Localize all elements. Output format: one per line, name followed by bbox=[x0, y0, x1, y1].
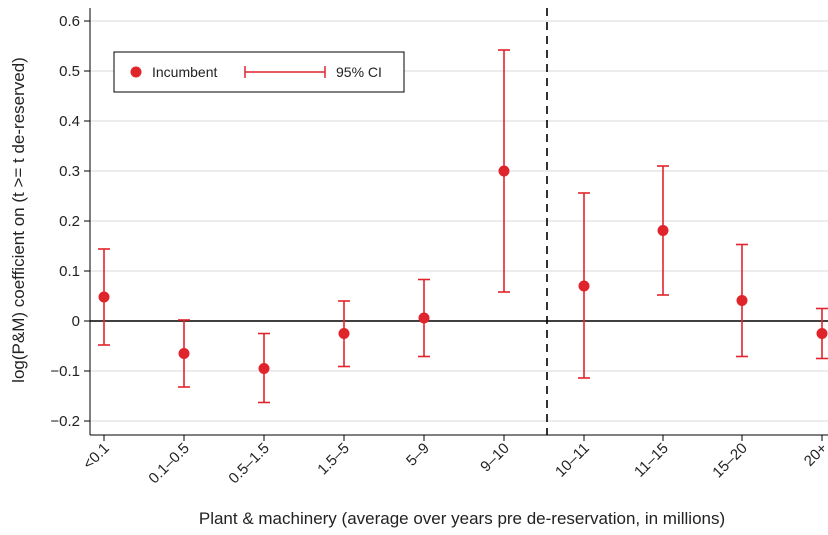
y-tick-label: −0.2 bbox=[50, 413, 80, 430]
data-point bbox=[178, 348, 190, 359]
data-point bbox=[98, 291, 110, 303]
y-tick-label: 0.1 bbox=[59, 263, 80, 280]
x-tick-label: 20+ bbox=[801, 440, 828, 470]
y-tick-label: 0.6 bbox=[59, 13, 80, 30]
x-tick-label: 1.5–5 bbox=[314, 440, 353, 479]
data-point bbox=[816, 328, 828, 339]
x-tick-label: 5–9 bbox=[403, 440, 433, 470]
y-tick-label: 0.3 bbox=[59, 163, 80, 180]
data-marks bbox=[98, 49, 828, 404]
x-tick-label: <0.1 bbox=[80, 440, 113, 473]
y-tick-label: −0.1 bbox=[50, 363, 80, 380]
x-tick-label: 11–15 bbox=[631, 440, 672, 481]
x-tick-label: 15–20 bbox=[709, 440, 751, 482]
x-tick-label: 0.1–0.5 bbox=[145, 440, 192, 487]
data-point bbox=[338, 328, 350, 339]
data-point bbox=[418, 312, 430, 324]
x-tick-label: 9–10 bbox=[477, 440, 513, 476]
y-tick-label: 0.2 bbox=[59, 213, 80, 230]
legend-marker-icon bbox=[130, 66, 142, 78]
x-axis-title: Plant & machinery (average over years pr… bbox=[199, 509, 725, 528]
data-point bbox=[578, 280, 590, 292]
y-tick-label: 0.5 bbox=[59, 63, 80, 80]
y-tick-label: 0.4 bbox=[59, 113, 80, 130]
data-point bbox=[736, 295, 748, 306]
data-point bbox=[657, 225, 669, 236]
legend-ci-label: 95% CI bbox=[336, 64, 382, 80]
y-axis-title: log(P&M) coefficient on (t >= t de-reser… bbox=[9, 57, 28, 383]
data-point bbox=[258, 363, 270, 374]
reference-lines bbox=[90, 8, 828, 435]
x-tick-label: 10–11 bbox=[552, 440, 593, 481]
legend-series-label: Incumbent bbox=[152, 64, 217, 80]
x-tick-label: 0.5–1.5 bbox=[225, 440, 272, 487]
legend: Incumbent 95% CI bbox=[113, 51, 405, 93]
data-point bbox=[498, 165, 510, 177]
y-tick-label: 0 bbox=[72, 313, 80, 330]
